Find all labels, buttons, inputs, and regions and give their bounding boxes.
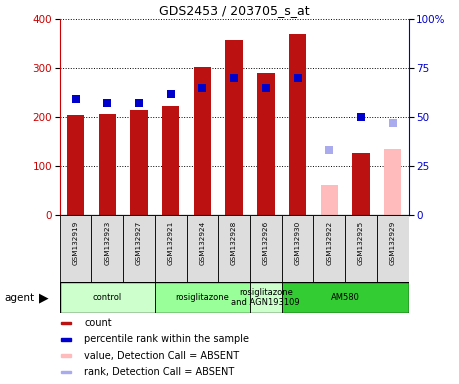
Point (104, 100, 111, 106)
Title: GDS2453 / 203705_s_at: GDS2453 / 203705_s_at (159, 3, 309, 17)
Text: GSM132925: GSM132925 (358, 220, 364, 265)
Text: GSM132924: GSM132924 (199, 220, 205, 265)
Point (135, 100, 143, 106)
Text: GSM132928: GSM132928 (231, 220, 237, 265)
Bar (162, 106, 179, 215)
Bar (194, 67, 211, 215)
Bar (62, 322, 71, 324)
Bar (123, 215, 155, 282)
Bar (377, 215, 409, 282)
Text: GSM132923: GSM132923 (104, 220, 110, 265)
Bar (218, 215, 250, 282)
Text: GSM132922: GSM132922 (326, 220, 332, 265)
Point (167, 91, 174, 97)
Point (72, 96, 79, 103)
Point (230, 75, 238, 81)
Text: GSM132929: GSM132929 (390, 220, 396, 265)
Bar (313, 215, 345, 282)
Bar (250, 215, 282, 282)
Bar (257, 73, 274, 215)
Bar (99, 114, 116, 215)
Text: AM580: AM580 (330, 293, 359, 302)
Text: rank, Detection Call = ABSENT: rank, Detection Call = ABSENT (84, 367, 235, 377)
Bar (60, 215, 91, 282)
Bar (320, 185, 338, 215)
Text: rosiglitazone: rosiglitazone (175, 293, 230, 302)
Bar (62, 338, 71, 341)
Point (294, 75, 301, 81)
Bar (282, 282, 409, 313)
Bar (62, 354, 71, 357)
Bar (130, 110, 148, 215)
Bar (289, 34, 306, 215)
Text: percentile rank within the sample: percentile rank within the sample (84, 334, 249, 344)
Bar (155, 215, 186, 282)
Bar (186, 215, 218, 282)
Text: GSM132919: GSM132919 (73, 220, 78, 265)
Text: agent: agent (5, 293, 35, 303)
Bar (155, 282, 250, 313)
Bar (345, 215, 377, 282)
Point (199, 85, 206, 91)
Text: GSM132927: GSM132927 (136, 220, 142, 265)
Text: GSM132926: GSM132926 (263, 220, 269, 265)
Point (389, 120, 396, 126)
Point (325, 147, 333, 154)
Bar (250, 282, 282, 313)
Point (357, 114, 364, 120)
Text: count: count (84, 318, 112, 328)
Text: GSM132921: GSM132921 (168, 220, 174, 265)
Text: control: control (93, 293, 122, 302)
Bar (384, 149, 401, 215)
Bar (67, 115, 84, 215)
Bar (352, 153, 369, 215)
Bar (91, 215, 123, 282)
Point (262, 85, 269, 91)
Text: rosiglitazone
and AGN193109: rosiglitazone and AGN193109 (231, 288, 300, 307)
Bar (225, 40, 243, 215)
Text: GSM132930: GSM132930 (295, 220, 301, 265)
Text: value, Detection Call = ABSENT: value, Detection Call = ABSENT (84, 351, 239, 361)
Bar (60, 282, 155, 313)
Text: ▶: ▶ (39, 291, 49, 304)
Bar (282, 215, 313, 282)
Bar (62, 371, 71, 373)
